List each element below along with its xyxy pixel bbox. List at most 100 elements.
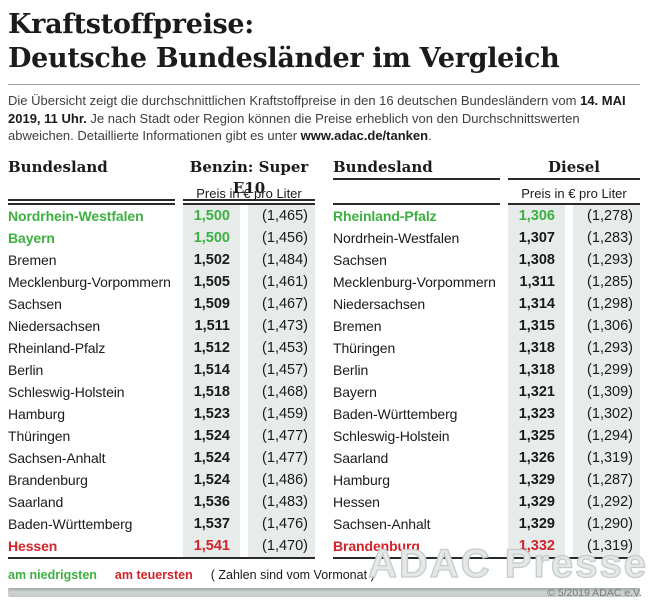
previous-month-price: (1,459): [248, 402, 315, 425]
header-spacer: [8, 180, 175, 205]
table-row: Hessen 1,541 (1,470): [8, 534, 315, 557]
table-row: Hamburg 1,523 (1,459): [8, 402, 315, 425]
state-name: Rheinland-Pfalz: [333, 207, 437, 224]
previous-month-price: (1,290): [573, 512, 640, 535]
intro-before: Die Übersicht zeigt die durchschnittlich…: [8, 93, 581, 108]
state-name: Hessen: [333, 493, 380, 510]
state-name: Baden-Württemberg: [333, 405, 458, 422]
diesel-table: Bundesland Diesel Preis in € pro Liter R…: [333, 157, 640, 559]
table-row: Hessen 1,329 (1,292): [333, 490, 640, 513]
current-price: 1,537: [183, 512, 240, 535]
current-price: 1,500: [183, 226, 240, 249]
header-spacer: [333, 180, 500, 205]
table-row: Nordrhein-Westfalen 1,500 (1,465): [8, 204, 315, 227]
current-price: 1,323: [508, 402, 565, 425]
table-row: Niedersachsen 1,511 (1,473): [8, 314, 315, 337]
previous-month-price: (1,453): [248, 336, 315, 359]
table-row: Niedersachsen 1,314 (1,298): [333, 292, 640, 315]
previous-month-price: (1,298): [573, 292, 640, 315]
table-row: Berlin 1,514 (1,457): [8, 358, 315, 381]
column-header-bundesland: Bundesland: [8, 157, 175, 201]
state-name: Brandenburg: [333, 537, 420, 554]
state-name: Berlin: [8, 361, 44, 378]
current-price: 1,518: [183, 380, 240, 403]
table-row: Brandenburg 1,332 (1,319): [333, 534, 640, 557]
intro-after: .: [428, 128, 432, 143]
table-row: Schleswig-Holstein 1,325 (1,294): [333, 424, 640, 447]
table-row: Rheinland-Pfalz 1,512 (1,453): [8, 336, 315, 359]
previous-month-price: (1,467): [248, 292, 315, 315]
current-price: 1,306: [508, 204, 565, 227]
state-name: Thüringen: [333, 339, 396, 356]
unit-label: Preis in € pro Liter: [508, 180, 640, 205]
current-price: 1,511: [183, 314, 240, 337]
state-name: Bayern: [8, 229, 55, 246]
current-price: 1,307: [508, 226, 565, 249]
table-row: Baden-Württemberg 1,537 (1,476): [8, 512, 315, 535]
previous-month-price: (1,468): [248, 380, 315, 403]
current-price: 1,505: [183, 270, 240, 293]
current-price: 1,524: [183, 446, 240, 469]
table-row: Mecklenburg-Vorpommern 1,311 (1,285): [333, 270, 640, 293]
table-row: Sachsen 1,308 (1,293): [333, 248, 640, 271]
current-price: 1,321: [508, 380, 565, 403]
table-row: Brandenburg 1,524 (1,486): [8, 468, 315, 491]
table-row: Thüringen 1,318 (1,293): [333, 336, 640, 359]
state-name: Mecklenburg-Vorpommern: [333, 273, 496, 290]
previous-month-price: (1,285): [573, 270, 640, 293]
current-price: 1,311: [508, 270, 565, 293]
table-row: Bremen 1,315 (1,306): [333, 314, 640, 337]
previous-month-price: (1,319): [573, 534, 640, 557]
current-price: 1,512: [183, 336, 240, 359]
current-price: 1,514: [183, 358, 240, 381]
current-price: 1,524: [183, 424, 240, 447]
table-row: Hamburg 1,329 (1,287): [333, 468, 640, 491]
table-row: Berlin 1,318 (1,299): [333, 358, 640, 381]
previous-month-price: (1,306): [573, 314, 640, 337]
table-body: Rheinland-Pfalz 1,306 (1,278) Nordrhein-…: [333, 204, 640, 557]
table-row: Bayern 1,321 (1,309): [333, 380, 640, 403]
current-price: 1,524: [183, 468, 240, 491]
previous-month-price: (1,456): [248, 226, 315, 249]
previous-month-price: (1,477): [248, 446, 315, 469]
previous-month-price: (1,476): [248, 512, 315, 535]
previous-month-price: (1,287): [573, 468, 640, 491]
table-row: Rheinland-Pfalz 1,306 (1,278): [333, 204, 640, 227]
state-name: Mecklenburg-Vorpommern: [8, 273, 171, 290]
previous-month-price: (1,461): [248, 270, 315, 293]
state-name: Sachsen-Anhalt: [8, 449, 106, 466]
intro-mid: Je nach Stadt oder Region können die Pre…: [8, 110, 580, 144]
title-line1: Kraftstoffpreise:: [8, 9, 254, 40]
current-price: 1,332: [508, 534, 565, 557]
state-name: Sachsen: [333, 251, 387, 268]
legend-highest: am teuersten: [114, 567, 193, 582]
current-price: 1,314: [508, 292, 565, 315]
legend-lowest: am niedrigsten: [8, 567, 97, 582]
adac-tanken-link[interactable]: www.adac.de/tanken: [300, 128, 429, 143]
current-price: 1,500: [183, 204, 240, 227]
title-line2: Deutsche Bundesländer im Vergleich: [8, 43, 560, 74]
previous-month-price: (1,483): [248, 490, 315, 513]
state-name: Rheinland-Pfalz: [8, 339, 106, 356]
current-price: 1,329: [508, 512, 565, 535]
state-name: Brandenburg: [8, 471, 88, 488]
page-title: Kraftstoffpreise: Deutsche Bundesländer …: [8, 8, 640, 76]
unit-label: Preis in € pro Liter: [183, 180, 315, 205]
state-name: Niedersachsen: [8, 317, 101, 334]
legend: am niedrigsten am teuersten ( Zahlen sin…: [8, 568, 640, 582]
tables-container: Bundesland Benzin: Super E10 Preis in € …: [8, 157, 640, 559]
previous-month-price: (1,309): [573, 380, 640, 403]
table-row: Baden-Württemberg 1,323 (1,302): [333, 402, 640, 425]
state-name: Berlin: [333, 361, 369, 378]
benzin-table-subheader: Preis in € pro Liter: [8, 180, 315, 205]
previous-month-price: (1,457): [248, 358, 315, 381]
table-row: Sachsen 1,509 (1,467): [8, 292, 315, 315]
current-price: 1,541: [183, 534, 240, 557]
previous-month-price: (1,486): [248, 468, 315, 491]
table-row: Schleswig-Holstein 1,518 (1,468): [8, 380, 315, 403]
state-name: Bremen: [8, 251, 57, 268]
table-row: Thüringen 1,524 (1,477): [8, 424, 315, 447]
previous-month-price: (1,319): [573, 446, 640, 469]
previous-month-price: (1,470): [248, 534, 315, 557]
divider: [8, 84, 640, 85]
